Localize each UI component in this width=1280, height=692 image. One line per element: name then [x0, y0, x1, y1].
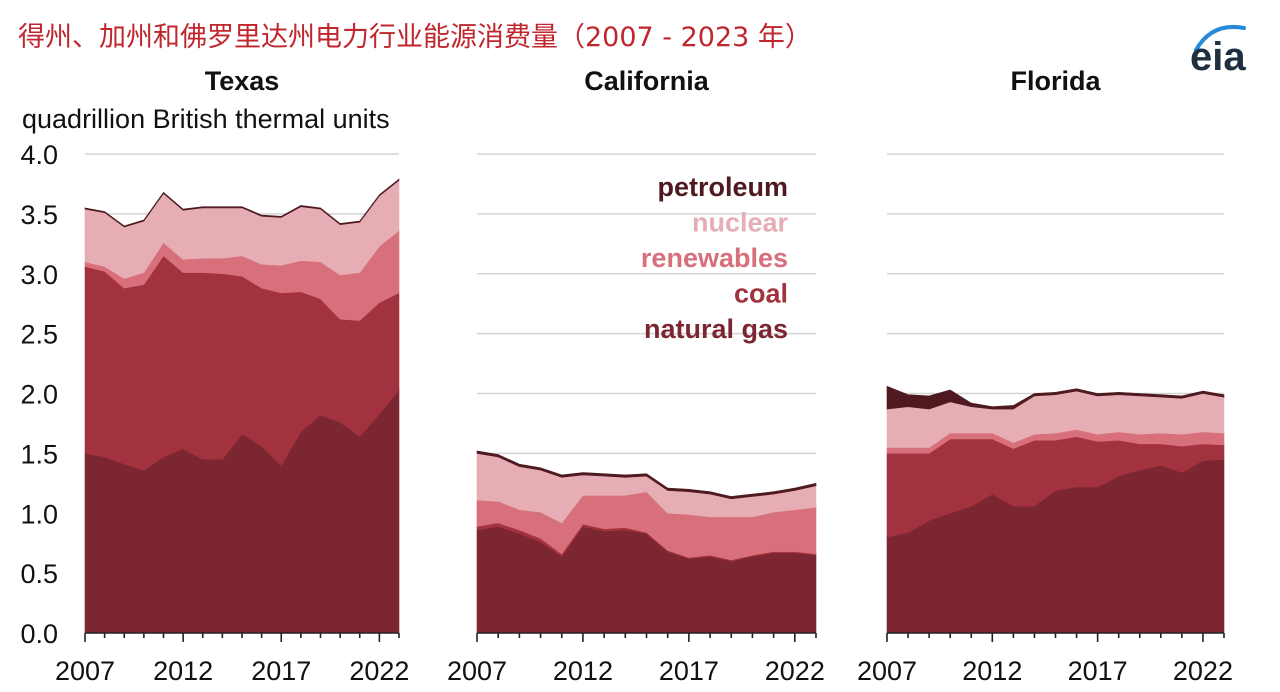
- x-tick-label: 2012: [553, 656, 613, 686]
- y-axis-label: quadrillion British thermal units: [22, 104, 390, 134]
- legend-petroleum: petroleum: [657, 172, 788, 202]
- y-tick-label: 2.0: [20, 380, 58, 410]
- y-tick-label: 1.0: [20, 499, 58, 529]
- x-tick-label: 2012: [153, 656, 213, 686]
- x-tick-label: 2007: [447, 656, 507, 686]
- panel-florida: Florida 2007 2012 2017 2022: [857, 66, 1233, 686]
- x-tick-label: 2017: [251, 656, 311, 686]
- x-tick-label: 2012: [962, 656, 1022, 686]
- y-tick-label: 0.0: [20, 619, 58, 649]
- panel-title: California: [584, 66, 710, 96]
- y-tick-label: 3.5: [20, 200, 58, 230]
- x-tick-label: 2022: [765, 656, 825, 686]
- area-petroleum: [886, 385, 1225, 410]
- x-tick-label: 2017: [1068, 656, 1128, 686]
- legend: petroleum nuclear renewables coal natural ga…: [641, 172, 789, 344]
- panel-texas: Texas 2007 2012 2017 2022: [55, 66, 409, 686]
- y-axis-ticks: 0.0 0.5 1.0 1.5 2.0 2.5 3.0 3.5 4.0: [20, 140, 58, 649]
- area-petroleum: [84, 178, 400, 228]
- eia-logo: eia: [1190, 25, 1246, 79]
- legend-natural-gas: natural gas: [644, 314, 788, 344]
- panel-title: Texas: [205, 66, 280, 96]
- page-title: 得州、加州和佛罗里达州电力行业能源消费量（2007 - 2023 年）: [18, 22, 812, 53]
- logo-text: eia: [1190, 35, 1246, 79]
- x-tick-label: 2022: [349, 656, 409, 686]
- chart-panels: Texas 2007 2012 2017 2022 California 2007 2012 2…: [55, 66, 1233, 686]
- x-tick-label: 2017: [659, 656, 719, 686]
- y-tick-label: 4.0: [20, 140, 58, 170]
- panel-california: California 2007 2012 2017 2022: [447, 66, 825, 686]
- area-petroleum: [476, 450, 817, 500]
- legend-coal: coal: [734, 279, 788, 309]
- y-tick-label: 1.5: [20, 439, 58, 469]
- x-tick-label: 2007: [857, 656, 917, 686]
- x-tick-label: 2007: [55, 656, 115, 686]
- panel-title: Florida: [1010, 66, 1101, 96]
- x-tick-label: 2022: [1173, 656, 1233, 686]
- y-tick-label: 3.0: [20, 260, 58, 290]
- logo-swoosh-icon: [1194, 25, 1246, 52]
- y-tick-label: 2.5: [20, 320, 58, 350]
- y-tick-label: 0.5: [20, 559, 58, 589]
- legend-renewables: renewables: [641, 243, 788, 273]
- legend-nuclear: nuclear: [692, 208, 789, 238]
